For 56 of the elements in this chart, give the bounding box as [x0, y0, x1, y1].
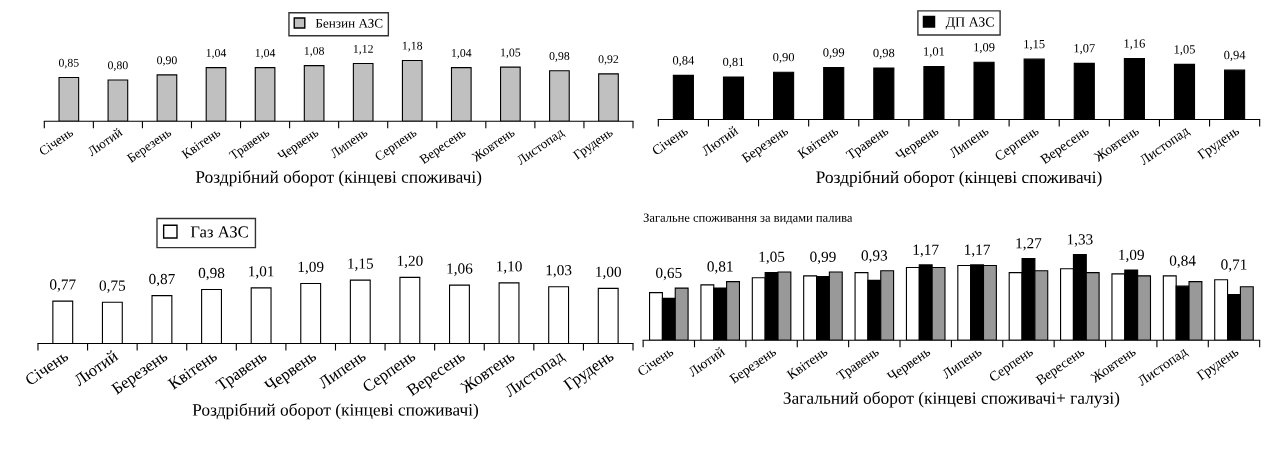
x-axis-title: Роздрібний оборот (кінцеві споживачі): [192, 403, 479, 420]
data-label: 1,08: [304, 46, 325, 57]
data-label: 0,81: [723, 57, 744, 68]
data-label: 1,09: [298, 261, 324, 275]
data-label: 0,84: [672, 56, 695, 67]
x-axis-title: Загальний оборот (кінцеві споживачі+ галузі): [783, 391, 1120, 408]
legend-label: Бензин АЗС: [315, 18, 383, 28]
x-axis-title: Роздрібний оборот (кінцеві споживачі): [195, 170, 482, 187]
data-label: 1,04: [206, 48, 227, 59]
data-label: 1,01: [924, 47, 945, 58]
data-label: 1,06: [447, 263, 473, 276]
data-label: 0,90: [157, 56, 177, 66]
data-label: 0,98: [198, 267, 225, 281]
data-label: 1,07: [1074, 44, 1095, 55]
data-label: 0,81: [707, 261, 733, 274]
data-label: 1,05: [501, 48, 521, 59]
data-label: 1,15: [348, 258, 374, 271]
data-label: 0,90: [773, 52, 795, 64]
data-label: 0,84: [1169, 255, 1196, 268]
data-label: 0,98: [549, 52, 570, 62]
data-label: 1,27: [1016, 238, 1042, 251]
data-label: 1,00: [596, 266, 621, 280]
data-label: 0,98: [873, 48, 895, 59]
data-label: 1,18: [402, 41, 423, 52]
data-label: 0,80: [108, 61, 128, 72]
chart-title: Загальне споживання за видами палива: [643, 213, 853, 225]
x-axis-title: Роздрібний оборот (кінцеві споживачі): [816, 170, 1102, 187]
data-label: 0,77: [49, 279, 76, 292]
data-label: 0,93: [861, 250, 888, 263]
data-label: 0,94: [1224, 50, 1246, 62]
data-label: 0,99: [810, 251, 836, 265]
data-label: 0,92: [598, 55, 619, 65]
data-label: 1,17: [965, 244, 991, 258]
data-label: 0,71: [1221, 259, 1247, 272]
data-label: 1,12: [353, 44, 373, 55]
data-label: 0,75: [99, 280, 126, 293]
data-label: 0,87: [149, 273, 175, 287]
data-label: 1,04: [255, 48, 276, 59]
data-label: 1,09: [1119, 249, 1144, 263]
data-label: 1,09: [974, 42, 995, 54]
data-label: 1,01: [249, 266, 274, 279]
data-label: 1,33: [1067, 234, 1093, 247]
data-label: 1,20: [397, 255, 423, 269]
data-label: 1,17: [913, 244, 939, 258]
data-label: 1,15: [1024, 39, 1045, 51]
data-label: 1,05: [1174, 45, 1195, 56]
legend-label: Газ АЗС: [190, 226, 248, 238]
data-label: 0,85: [58, 58, 79, 69]
data-label: 0,65: [656, 267, 682, 281]
data-label: 0,99: [823, 48, 845, 59]
data-label: 1,03: [546, 265, 572, 278]
data-label: 1,05: [759, 251, 785, 265]
data-label: 1,10: [497, 261, 522, 274]
data-label: 1,16: [1124, 39, 1145, 50]
legend-label: ДП АЗС: [945, 17, 994, 30]
data-label: 1,04: [452, 48, 472, 59]
